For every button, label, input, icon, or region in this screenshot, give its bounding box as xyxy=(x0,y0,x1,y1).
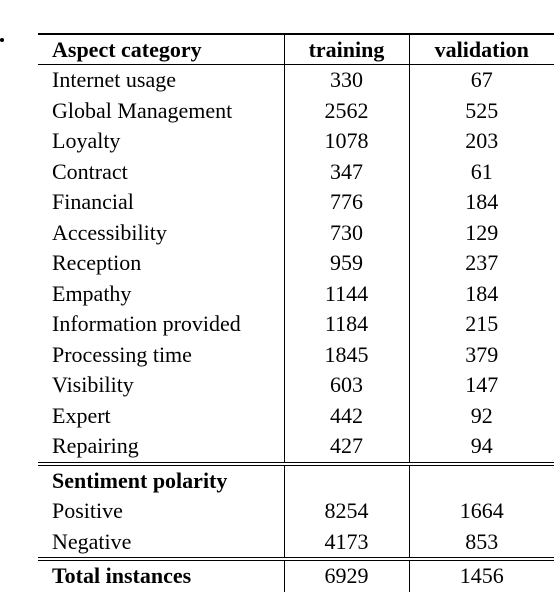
training-value: 776 xyxy=(283,187,410,218)
training-value: 1144 xyxy=(283,278,410,309)
row-label: Positive xyxy=(52,498,123,524)
row-label: Repairing xyxy=(52,433,139,459)
row-label: Financial xyxy=(52,189,134,215)
training-value: 959 xyxy=(283,248,410,279)
validation-value: 1664 xyxy=(459,498,504,524)
validation-value: 67 xyxy=(470,67,493,93)
validation-value: 379 xyxy=(465,341,499,367)
training-value: 330 xyxy=(283,64,410,96)
training-value: 347 xyxy=(283,156,410,187)
empty-cell xyxy=(409,461,554,496)
training-value: 603 xyxy=(283,370,410,401)
validation-value: 129 xyxy=(465,219,499,245)
total-training: 6929 xyxy=(283,557,410,592)
validation-value: 525 xyxy=(465,97,499,123)
table-row: Global Management 2562 525 xyxy=(38,95,554,126)
validation-value: 203 xyxy=(465,128,499,154)
training-value: 1078 xyxy=(283,126,410,157)
training-value: 442 xyxy=(283,400,410,431)
dataset-statistics-table: Aspect category training validation Inte… xyxy=(38,33,554,592)
validation-value: 61 xyxy=(470,158,493,184)
table-row: Positive 8254 1664 xyxy=(38,496,554,527)
row-label: Loyalty xyxy=(52,128,121,154)
row-label: Empathy xyxy=(52,280,132,306)
table-row: Processing time 1845 379 xyxy=(38,339,554,370)
table-row: Visibility 603 147 xyxy=(38,370,554,401)
validation-value: 147 xyxy=(465,372,499,398)
total-row: Total instances 6929 1456 xyxy=(38,557,554,592)
row-label: Negative xyxy=(52,528,132,554)
header-validation: validation xyxy=(409,33,554,65)
sentiment-section-header: Sentiment polarity xyxy=(38,461,554,496)
validation-value: 215 xyxy=(465,311,499,337)
row-label: Processing time xyxy=(52,341,192,367)
sentiment-heading: Sentiment polarity xyxy=(38,461,284,496)
validation-value: 237 xyxy=(465,250,499,276)
table-row: Contract 347 61 xyxy=(38,156,554,187)
training-value: 4173 xyxy=(283,526,410,559)
row-label: Contract xyxy=(52,158,128,184)
row-label: Reception xyxy=(52,250,142,276)
table-row: Expert 442 92 xyxy=(38,400,554,431)
training-value: 2562 xyxy=(283,95,410,126)
header-training: training xyxy=(283,33,410,65)
validation-value: 184 xyxy=(465,189,499,215)
row-label: Internet usage xyxy=(52,67,176,93)
total-validation: 1456 xyxy=(409,557,554,592)
row-label: Visibility xyxy=(52,372,134,398)
row-label: Accessibility xyxy=(52,219,167,245)
validation-value: 92 xyxy=(470,402,493,428)
table-row: Internet usage 330 67 xyxy=(38,64,554,96)
table-row: Accessibility 730 129 xyxy=(38,217,554,248)
stray-dot xyxy=(0,38,4,42)
table-row: Reception 959 237 xyxy=(38,248,554,279)
row-label: Global Management xyxy=(52,97,233,123)
total-label: Total instances xyxy=(38,557,284,592)
table-row: Loyalty 1078 203 xyxy=(38,126,554,157)
training-value: 427 xyxy=(283,431,410,464)
table-row: Empathy 1144 184 xyxy=(38,278,554,309)
validation-value: 184 xyxy=(465,280,499,306)
training-value: 730 xyxy=(283,217,410,248)
training-value: 8254 xyxy=(283,496,410,527)
row-label: Expert xyxy=(52,402,111,428)
header-aspect-category: Aspect category xyxy=(38,33,284,65)
table-row: Negative 4173 853 xyxy=(38,526,554,559)
table-row: Financial 776 184 xyxy=(38,187,554,218)
validation-value: 853 xyxy=(465,528,499,554)
empty-cell xyxy=(283,461,410,496)
row-label: Information provided xyxy=(52,311,241,337)
training-value: 1845 xyxy=(283,339,410,370)
table-row: Information provided 1184 215 xyxy=(38,309,554,340)
table-header-row: Aspect category training validation xyxy=(38,33,554,65)
table-row: Repairing 427 94 xyxy=(38,431,554,464)
validation-value: 94 xyxy=(470,433,493,459)
training-value: 1184 xyxy=(283,309,410,340)
